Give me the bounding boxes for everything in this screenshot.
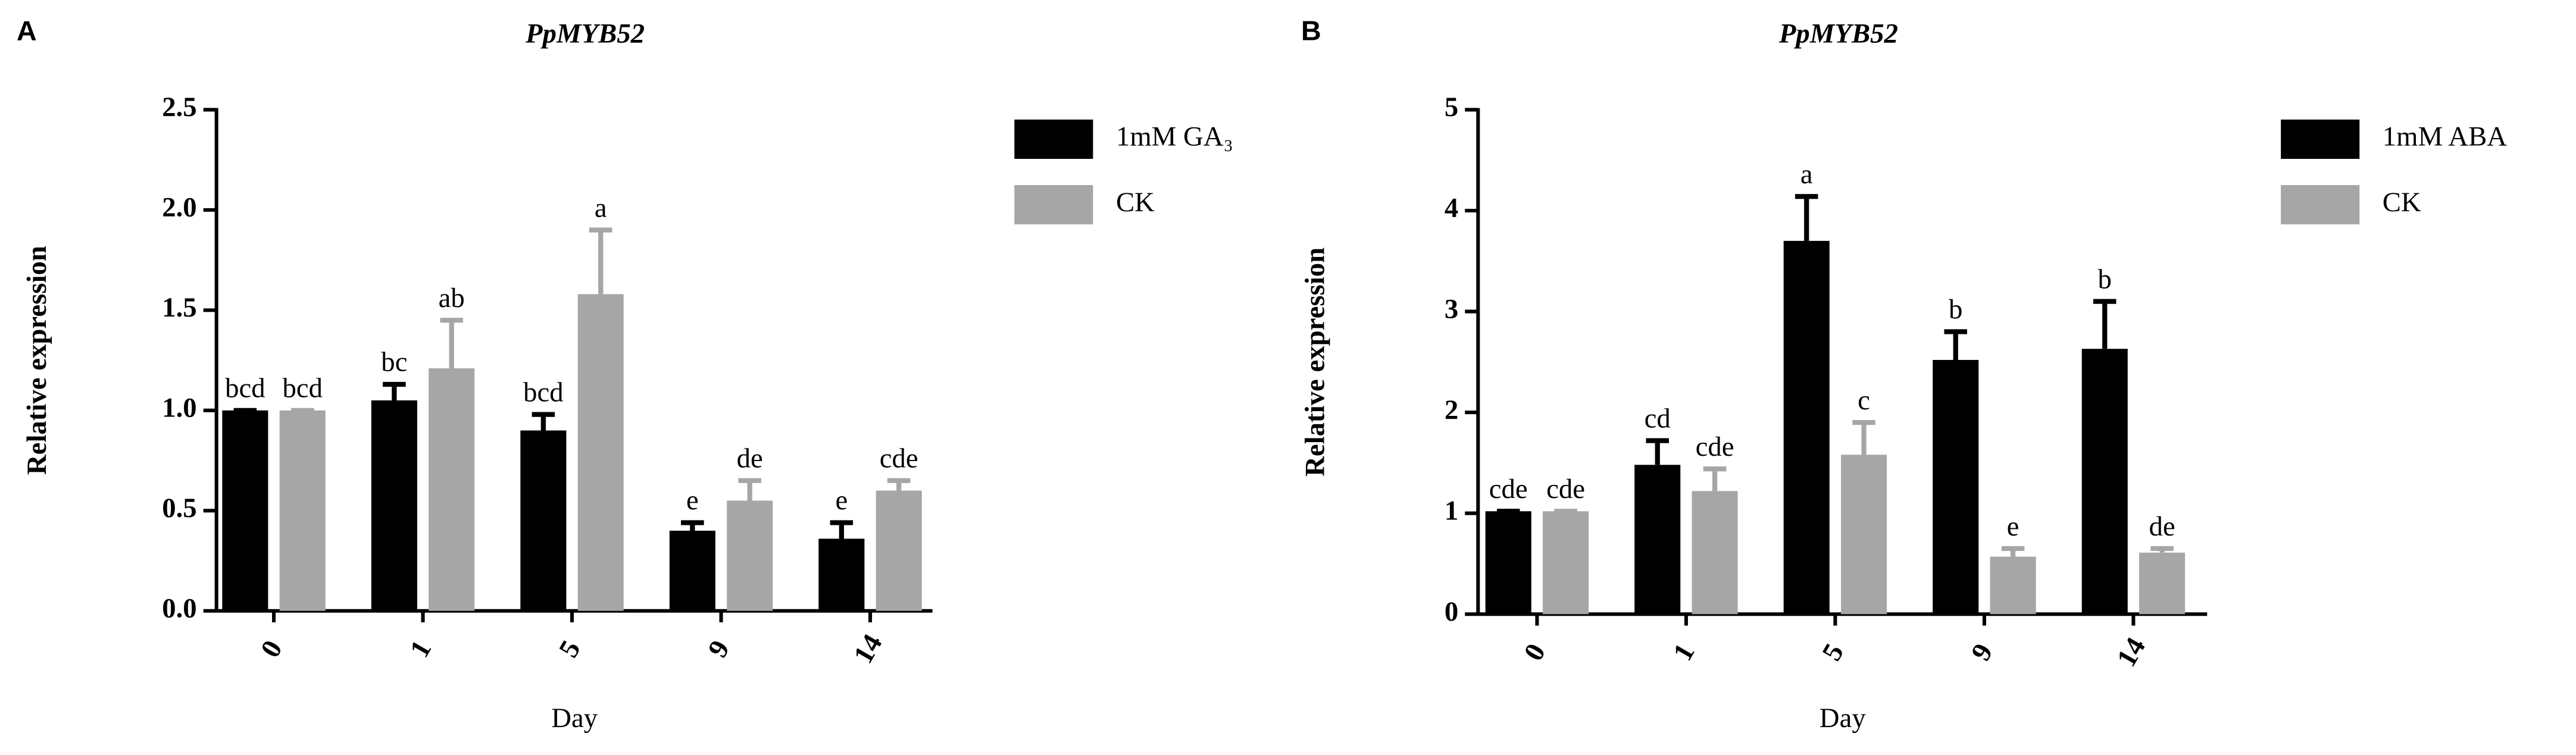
legend-label: 1mM GA₃ [1116, 121, 1233, 152]
y-tick-label: 2 [1445, 394, 1458, 425]
bar [1634, 465, 1681, 615]
significance-letter: e [686, 485, 699, 516]
legend-label: 1mM ABA [2383, 121, 2507, 152]
significance-letter: bcd [523, 377, 564, 408]
significance-letter: cde [1546, 474, 1585, 505]
significance-letter: de [737, 443, 763, 474]
legend-swatch [1014, 119, 1093, 159]
significance-letter: cde [1489, 474, 1528, 505]
x-tick-label: 5 [553, 635, 587, 663]
legend-label: CK [1116, 187, 1155, 218]
bar [520, 430, 567, 611]
y-tick-label: 5 [1445, 92, 1458, 123]
bar [1933, 359, 1979, 615]
significance-letter: a [1800, 159, 1813, 190]
bar [222, 410, 268, 611]
bar [1990, 556, 2036, 615]
bar [727, 500, 773, 611]
x-tick-label: 9 [702, 635, 736, 663]
y-tick-label: 2.0 [162, 192, 196, 223]
significance-letter: de [2149, 511, 2175, 542]
bar [2081, 349, 2128, 615]
significance-letter: e [2007, 511, 2019, 542]
bar [577, 294, 624, 611]
y-axis-label: Relative expression [1299, 248, 1330, 477]
bar [2139, 552, 2186, 615]
legend-swatch [2281, 185, 2360, 225]
x-tick-label: 14 [848, 629, 888, 669]
significance-letter: c [1858, 385, 1870, 416]
significance-letter: cde [880, 443, 918, 474]
panel-label: B [1301, 15, 1321, 46]
y-tick-label: 1.0 [162, 393, 196, 424]
x-tick-label: 0 [255, 635, 289, 663]
y-axis-label: Relative expression [21, 246, 52, 475]
significance-letter: b [2098, 264, 2112, 295]
bar [669, 530, 715, 611]
significance-letter: e [836, 485, 848, 516]
legend-swatch [2281, 119, 2360, 159]
significance-letter: b [1949, 294, 1962, 325]
bar [1783, 240, 1830, 615]
significance-letter: ab [439, 283, 465, 314]
y-tick-label: 1.5 [162, 292, 196, 323]
y-tick-label: 1 [1445, 495, 1458, 526]
chart-title: PpMYB52 [1778, 18, 1898, 49]
y-tick-label: 3 [1445, 293, 1458, 324]
x-tick-label: 5 [1816, 638, 1850, 666]
y-tick-label: 0.5 [162, 493, 196, 524]
y-tick-label: 2.5 [162, 92, 196, 123]
y-tick-label: 4 [1445, 193, 1458, 224]
x-tick-label: 0 [1518, 638, 1552, 666]
significance-letter: cde [1696, 431, 1734, 462]
legend-swatch [1014, 185, 1093, 225]
panel-label: A [17, 15, 37, 46]
bar [1485, 511, 1531, 615]
bar [371, 400, 417, 611]
bar [818, 538, 865, 611]
chart-title: PpMYB52 [525, 18, 645, 49]
x-tick-label: 1 [1667, 638, 1701, 666]
y-tick-label: 0 [1445, 596, 1458, 627]
y-tick-label: 0.0 [162, 593, 196, 624]
x-tick-label: 1 [404, 635, 438, 663]
x-axis-label: Day [551, 703, 598, 734]
bar [279, 410, 326, 611]
x-axis-label: Day [1820, 703, 1867, 734]
x-tick-label: 14 [2111, 632, 2151, 672]
bar [1841, 455, 1887, 615]
bar [1543, 511, 1589, 615]
significance-letter: bcd [282, 373, 323, 404]
significance-letter: a [595, 192, 607, 223]
legend-label: CK [2383, 187, 2421, 218]
bar [876, 490, 922, 611]
bar [429, 368, 475, 611]
significance-letter: bc [381, 347, 407, 378]
significance-letter: cd [1645, 403, 1671, 434]
x-tick-label: 9 [1965, 638, 1999, 666]
significance-letter: bcd [225, 373, 265, 404]
bar [1692, 491, 1738, 615]
